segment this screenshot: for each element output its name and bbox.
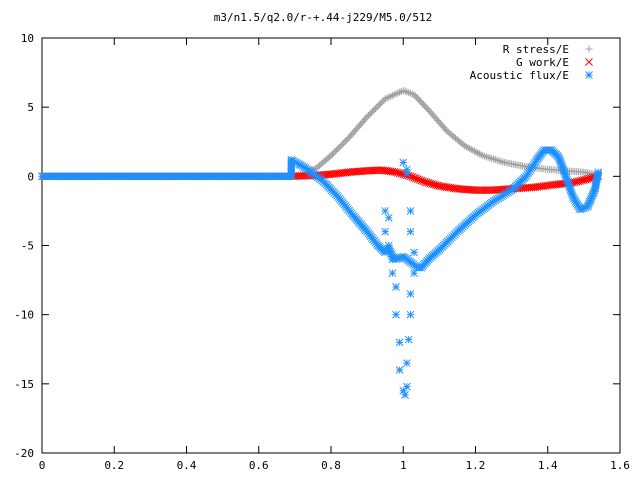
data-point: [403, 359, 411, 367]
x-tick-label: 0.2: [104, 459, 124, 472]
x-tick-label: 0.4: [177, 459, 197, 472]
data-point: [475, 150, 483, 158]
data-point: [473, 186, 482, 195]
legend-marker: [585, 71, 593, 79]
data-point: [486, 154, 494, 162]
data-point: [403, 169, 411, 178]
data-point: [392, 310, 400, 319]
data-point: [403, 382, 411, 391]
data-point: [399, 87, 407, 95]
y-tick-label: 10: [21, 32, 34, 45]
legend-label: R stress/E: [503, 43, 569, 56]
plot-frame: [41, 37, 621, 454]
data-point: [405, 89, 413, 97]
data-point: [495, 157, 503, 165]
legend-marker: [585, 58, 593, 66]
axis-ticks: 0 0.2 0.4 0.6 0.8 1 1.2 1.4 1.6 -20 -15 -10 -5 0 5 10: [14, 32, 630, 472]
data-point: [471, 147, 479, 155]
data-point: [488, 154, 496, 162]
data-point: [385, 93, 393, 101]
data-point: [474, 149, 482, 157]
y-tick-label: 0: [27, 170, 34, 183]
data-point: [482, 186, 491, 195]
data-point: [388, 269, 397, 278]
data-point: [381, 227, 390, 236]
data-point: [399, 158, 408, 167]
data-point: [401, 391, 409, 399]
x-tick-label: 0: [39, 459, 46, 472]
data-point: [484, 186, 492, 195]
series-0: [38, 87, 602, 180]
data-point: [381, 95, 389, 103]
y-tick-label: -5: [21, 240, 34, 253]
data-point: [491, 156, 499, 164]
data-point: [395, 366, 404, 374]
data-point: [480, 186, 489, 195]
data-point: [406, 89, 414, 97]
data-point: [395, 338, 404, 347]
legend-marker: [585, 45, 593, 53]
chart-title: m3/n1.5/q2.0/r-+.44-j229/M5.0/512: [214, 11, 433, 24]
data-point: [499, 158, 507, 166]
data-point: [388, 255, 397, 264]
data-point: [406, 227, 415, 236]
data-point: [390, 91, 398, 99]
series-layer: [38, 87, 603, 399]
data-point: [469, 146, 477, 154]
legend-label: Acoustic flux/E: [470, 69, 569, 82]
data-point: [464, 144, 472, 152]
data-point: [381, 207, 390, 215]
data-point: [410, 269, 418, 278]
data-point: [472, 148, 480, 156]
data-point: [396, 88, 404, 96]
data-point: [404, 335, 413, 344]
data-point: [467, 145, 475, 153]
data-point: [484, 153, 492, 161]
data-point: [406, 290, 415, 298]
legend-label: G work/E: [516, 56, 569, 69]
data-point: [392, 283, 400, 291]
x-tick-label: 0.8: [321, 459, 341, 472]
data-point: [490, 155, 498, 163]
y-tick-label: -20: [14, 447, 34, 460]
data-point: [410, 248, 418, 257]
x-tick-label: 1: [400, 459, 407, 472]
data-point: [406, 207, 415, 215]
data-point: [482, 153, 490, 161]
y-tick-label: -15: [14, 378, 34, 391]
data-point: [477, 186, 485, 195]
x-tick-label: 0.6: [249, 459, 269, 472]
data-point: [383, 94, 391, 102]
data-point: [471, 186, 480, 195]
y-tick-label: -10: [14, 309, 34, 322]
data-point: [462, 143, 470, 151]
y-tick-label: 5: [27, 101, 34, 114]
x-tick-label: 1.2: [466, 459, 486, 472]
data-point: [387, 92, 395, 100]
data-point: [386, 247, 395, 256]
data-point: [403, 88, 411, 96]
data-point: [478, 186, 487, 195]
data-point: [384, 213, 393, 222]
data-point: [392, 90, 400, 98]
data-point: [394, 89, 402, 97]
data-point: [401, 87, 409, 95]
data-point: [479, 152, 487, 160]
x-tick-label: 1.4: [538, 459, 558, 472]
data-point: [475, 186, 483, 195]
data-point: [481, 152, 489, 160]
data-point: [497, 157, 505, 165]
data-point: [406, 310, 415, 319]
data-point: [461, 142, 469, 150]
data-point: [477, 151, 485, 159]
data-point: [466, 145, 474, 153]
data-point: [493, 156, 501, 164]
x-tick-label: 1.6: [610, 459, 630, 472]
data-point: [594, 168, 603, 177]
data-point: [388, 92, 396, 100]
series-2: [38, 146, 603, 399]
data-point: [384, 241, 393, 250]
